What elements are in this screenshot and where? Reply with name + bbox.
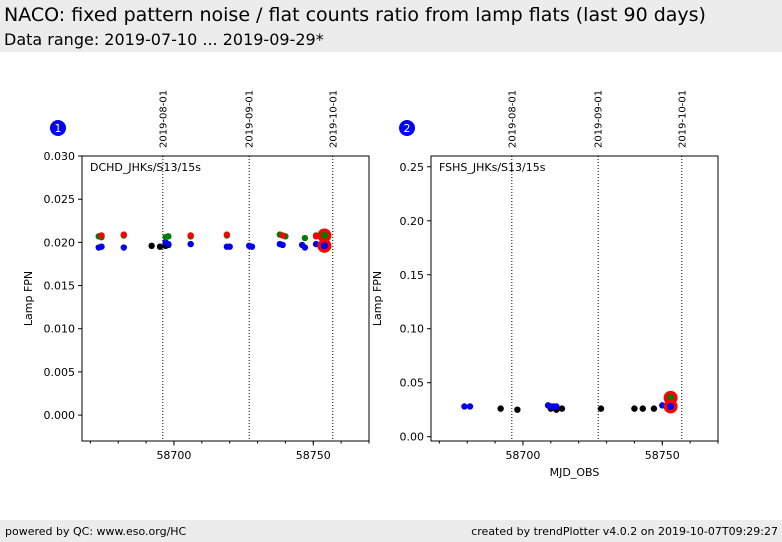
chart-2-point-blue <box>553 403 560 410</box>
chart-2-date-marker-label: 2019-10-01 <box>677 90 688 148</box>
page-title: NACO: fixed pattern noise / flat counts … <box>4 4 706 26</box>
chart-2-point-black <box>639 405 646 412</box>
chart-1-point-green <box>301 234 309 242</box>
chart-1-panel-label: DCHD_JHKs/S13/15s <box>90 161 201 174</box>
chart-1-badge-circle <box>50 120 66 136</box>
chart-2-point-black <box>597 405 605 412</box>
chart-2-badge-number: 2 <box>404 122 411 135</box>
chart-2-date-marker-label: 2019-08-01 <box>507 90 518 148</box>
chart-1-point-blue <box>165 240 172 248</box>
chart-2-point-blue <box>461 403 468 410</box>
chart-1-latest-point <box>320 242 329 250</box>
chart-1-point-black <box>156 243 164 250</box>
chart-2-x-tick-label: 58700 <box>505 449 540 462</box>
chart-1-point-blue <box>98 243 105 250</box>
chart-1-y-tick-label: 0.025 <box>44 193 76 206</box>
chart-1-point-green <box>165 233 172 240</box>
chart-1-date-marker-label: 2019-10-01 <box>328 90 339 148</box>
chart-2-date-marker-label: 2019-09-01 <box>594 90 605 148</box>
chart-2-panel-label: FSHS_JHKs/S13/15s <box>439 161 546 174</box>
chart-1-point-blue <box>301 244 309 251</box>
chart-1-point-red <box>98 232 105 239</box>
chart-1-point-red <box>279 232 286 239</box>
chart-1-y-axis-label: Lamp FPN <box>22 271 35 326</box>
chart-2-y-tick-label: 0.00 <box>400 431 425 444</box>
chart-1-point-red <box>223 231 231 238</box>
chart-1-y-tick-label: 0.005 <box>44 366 76 379</box>
chart-1-plot-frame <box>81 155 370 442</box>
header-bar <box>0 0 782 52</box>
chart-1-x-tick-label: 58700 <box>156 449 191 462</box>
chart-1-y-tick-label: 0.030 <box>44 150 76 163</box>
chart-2-point-black <box>650 405 658 412</box>
chart-1-point-blue <box>187 240 194 248</box>
footer-credit: powered by QC: www.eso.org/HC <box>5 525 187 538</box>
chart-1-point-red <box>120 231 127 238</box>
chart-2-y-tick-label: 0.05 <box>400 377 425 390</box>
chart-2-badge-circle <box>399 120 415 136</box>
chart-1-point-black <box>148 242 155 250</box>
chart-2-y-axis-label: Lamp FPN <box>371 271 384 326</box>
chart-1-point-blue <box>120 244 127 251</box>
chart-2-y-tick-label: 0.15 <box>400 269 425 282</box>
chart-1-point-blue <box>279 241 286 249</box>
chart-1-y-tick-label: 0.015 <box>44 280 76 293</box>
chart-2-y-tick-label: 0.20 <box>400 215 425 228</box>
chart-1-x-tick-label: 58750 <box>296 449 331 462</box>
chart-2-point-black <box>558 405 566 412</box>
chart-1-y-tick-label: 0.000 <box>44 409 76 422</box>
chart-2-x-axis-label: MJD_OBS <box>550 466 600 479</box>
chart-1-latest-point <box>320 231 329 240</box>
chart-2-point-blue <box>466 403 474 410</box>
chart-1-date-marker-label: 2019-09-01 <box>245 90 256 148</box>
footer-created: created by trendPlotter v4.0.2 on 2019-1… <box>471 525 778 538</box>
chart-2-point-black <box>497 405 504 412</box>
chart-2-latest-point <box>667 402 675 411</box>
chart-1-point-blue <box>248 243 256 250</box>
chart-1-point-blue <box>226 243 233 250</box>
chart-2-point-black <box>514 406 521 413</box>
chart-2-y-tick-label: 0.10 <box>400 323 425 336</box>
chart-2-latest-point <box>667 394 675 402</box>
footer-bar <box>0 520 782 542</box>
chart-1-badge-number: 1 <box>55 122 62 135</box>
chart-1-date-marker-label: 2019-08-01 <box>158 90 169 148</box>
chart-1-y-tick-label: 0.020 <box>44 236 76 249</box>
chart-2-point-black <box>631 405 638 412</box>
chart-2-x-tick-label: 58750 <box>645 449 680 462</box>
data-range-subtitle: Data range: 2019-07-10 ... 2019-09-29* <box>4 30 324 49</box>
chart-1-y-tick-label: 0.010 <box>44 323 76 336</box>
chart-1-point-red <box>187 232 194 239</box>
chart-2-y-tick-label: 0.25 <box>400 161 425 174</box>
